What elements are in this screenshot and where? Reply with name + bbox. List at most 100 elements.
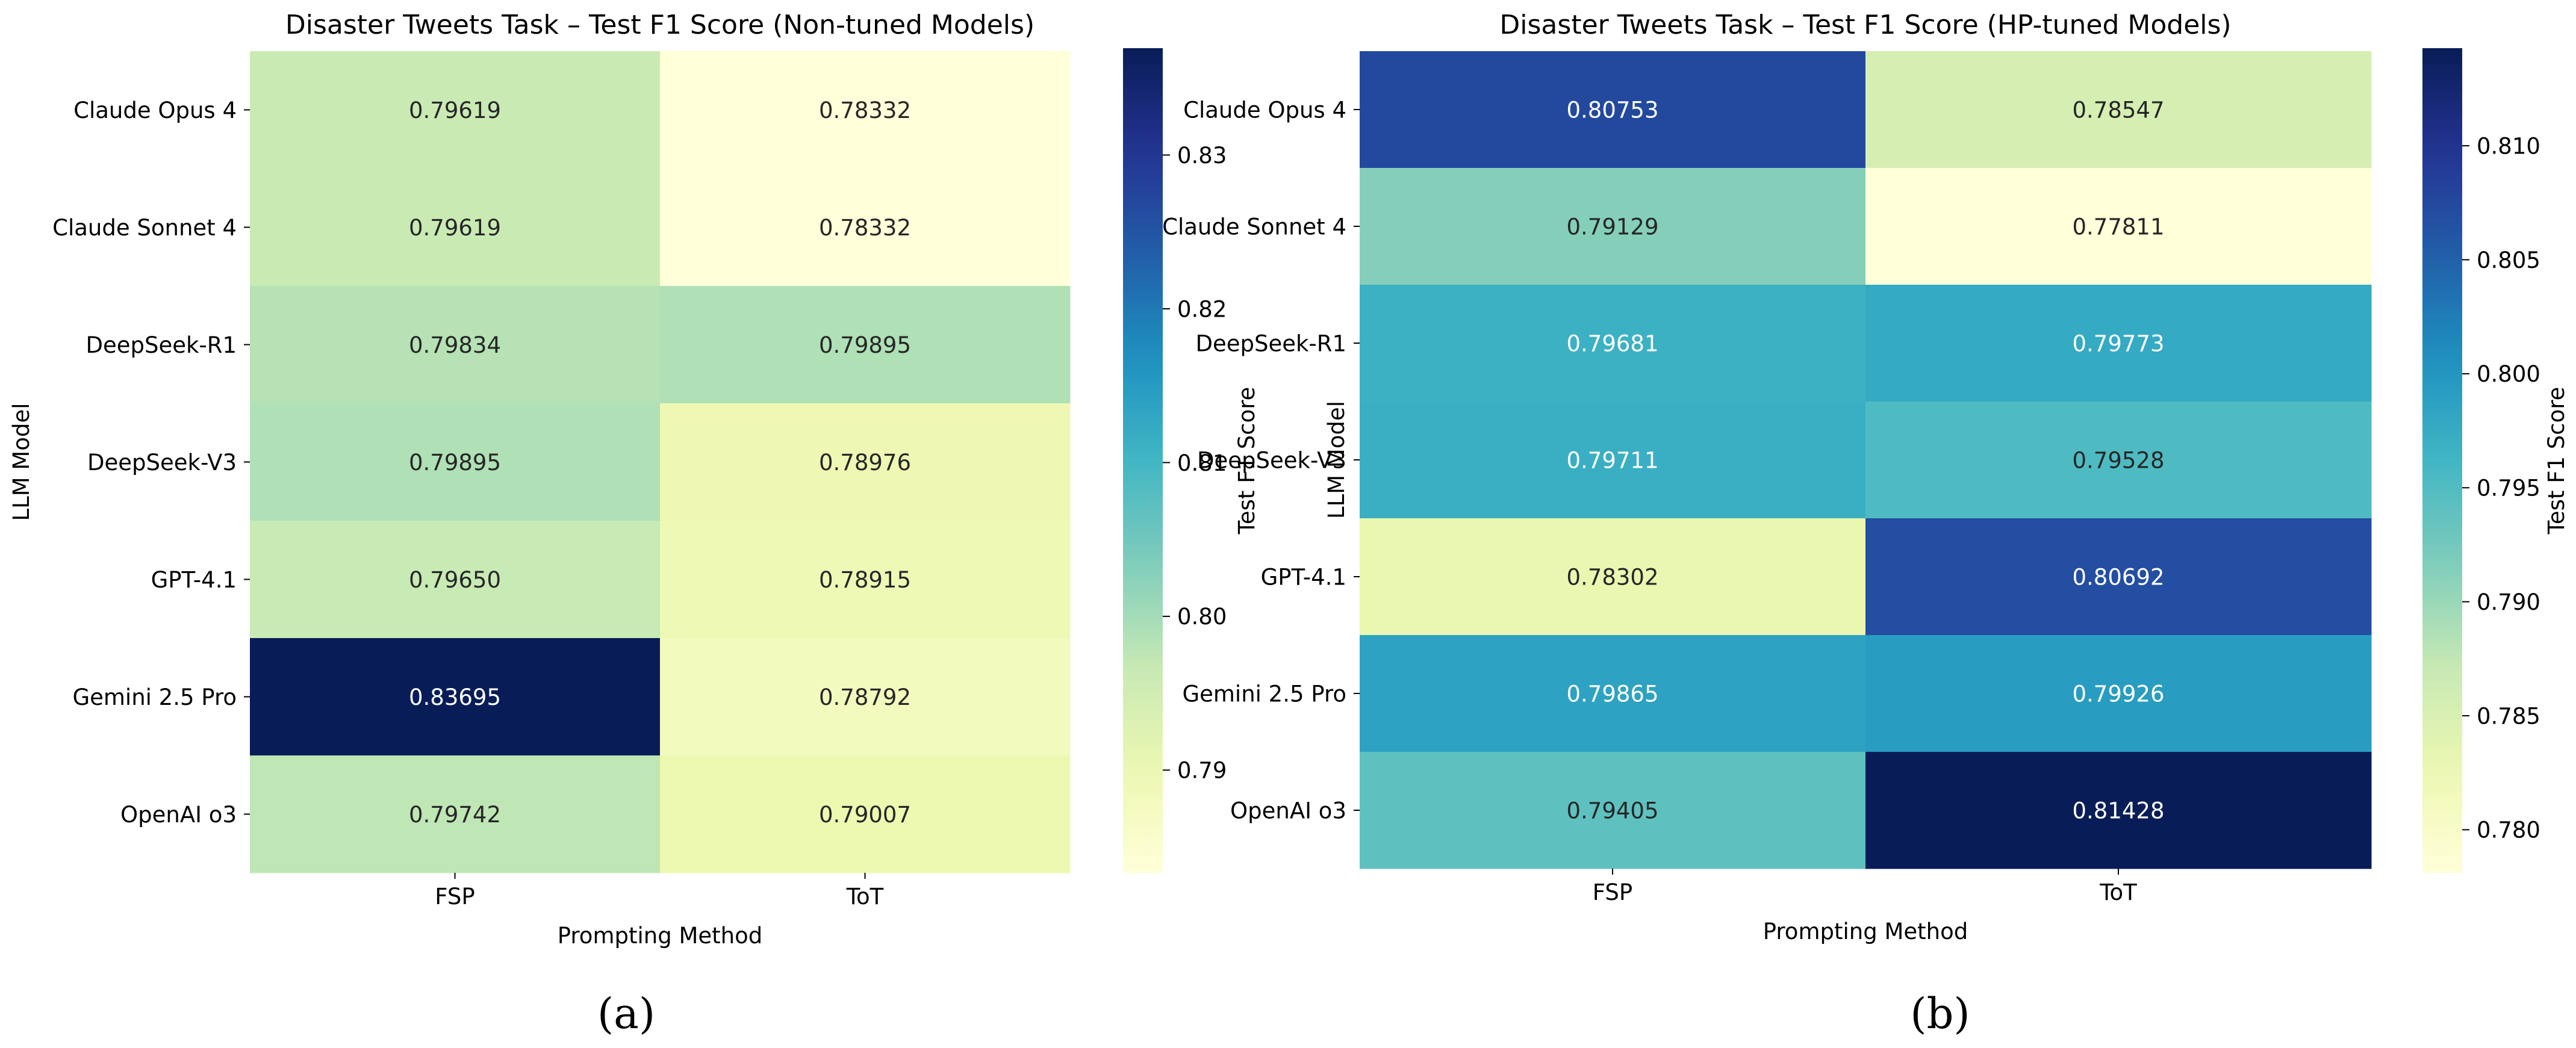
heatmap-cell	[660, 638, 1071, 756]
colorbar-tick-label: 0.810	[2477, 133, 2540, 159]
colorbar-tick-label: 0.795	[2477, 476, 2540, 501]
heatmap-panel-a: 0.79619 0.78332 0.79619 0.78332 0.79834 0.798…	[8, 10, 1260, 1038]
y-tick-label: GPT-4.1	[151, 567, 237, 593]
heatmap-cell	[1360, 51, 1866, 169]
cell-value-label: 0.79619	[409, 98, 501, 123]
heatmap-cell	[1360, 518, 1866, 636]
y-tick-label: Claude Sonnet 4	[52, 215, 237, 241]
cell-value-label: 0.79619	[409, 215, 501, 241]
colorbar-tick-label: 0.82	[1177, 296, 1227, 322]
cell-value-label: 0.79865	[1566, 681, 1658, 707]
x-tick-label: FSP	[1593, 879, 1632, 905]
colorbar-tick-label: 0.83	[1177, 143, 1227, 169]
heatmap-cell	[660, 51, 1071, 169]
cell-value-label: 0.79926	[2072, 681, 2164, 707]
heatmap-cell	[1865, 752, 2372, 869]
cell-value-label: 0.77811	[2072, 214, 2164, 240]
y-tick-label: OpenAI o3	[1230, 798, 1346, 823]
colorbar-tick-label: 0.805	[2477, 247, 2540, 273]
cell-value-label: 0.79129	[1566, 214, 1658, 240]
y-tick-label: DeepSeek-R1	[1195, 330, 1346, 356]
heatmap-cell	[660, 169, 1071, 287]
heatmap-cell	[1865, 402, 2372, 519]
colorbar	[2422, 48, 2462, 873]
heatmap-cell	[1360, 168, 1866, 285]
x-axis-label: Prompting Method	[558, 923, 762, 949]
colorbar-tick-label: 0.785	[2477, 703, 2540, 729]
heatmap-cell	[250, 521, 661, 639]
cell-value-label: 0.78547	[2072, 97, 2164, 123]
cell-value-label: 0.83695	[409, 684, 501, 710]
heatmap-cell	[250, 403, 661, 521]
x-tick-label: FSP	[435, 884, 474, 910]
chart-title: Disaster Tweets Task – Test F1 Score (HP…	[1499, 10, 2231, 40]
heatmap-cell	[1360, 402, 1866, 519]
panel-caption: (a)	[597, 989, 655, 1038]
heatmap-cell	[1865, 518, 2372, 636]
cell-value-label: 0.78792	[819, 684, 911, 710]
y-tick-label: Claude Opus 4	[73, 98, 237, 123]
heatmap-cell	[1865, 51, 2372, 169]
heatmap-cell	[1865, 168, 2372, 285]
heatmap-cell	[250, 286, 661, 404]
y-tick-label: Claude Opus 4	[1183, 97, 1346, 123]
colorbar-tick-label: 0.790	[2477, 589, 2540, 615]
cell-value-label: 0.79773	[2072, 330, 2164, 356]
cell-value-label: 0.78915	[819, 567, 911, 593]
heatmap-panel-b: 0.80753 0.78547 0.79129 0.77811 0.79681 0.797…	[1162, 10, 2569, 1038]
y-tick-label: DeepSeek-R1	[86, 332, 237, 358]
cell-value-label: 0.81428	[2072, 798, 2164, 823]
colorbar-tick-label: 0.80	[1177, 604, 1227, 630]
x-tick-label: ToT	[846, 884, 884, 910]
heatmap-cell	[1865, 635, 2372, 752]
colorbar-label: Test F1 Score	[1234, 387, 1260, 535]
cell-value-label: 0.78302	[1566, 564, 1658, 590]
heatmap-cell	[1360, 285, 1866, 402]
colorbar-tick-label: 0.81	[1177, 450, 1227, 476]
cell-value-label: 0.78332	[819, 98, 911, 123]
y-tick-label: Claude Sonnet 4	[1162, 214, 1346, 240]
cell-value-label: 0.79895	[819, 332, 911, 358]
cell-value-label: 0.80753	[1566, 97, 1658, 123]
heatmap-cell	[1360, 635, 1866, 752]
y-tick-label: Gemini 2.5 Pro	[1182, 681, 1346, 707]
cell-value-label: 0.78332	[819, 215, 911, 241]
heatmap-cell	[1360, 752, 1866, 869]
heatmap-cell	[250, 638, 661, 756]
cell-value-label: 0.79681	[1566, 330, 1658, 356]
y-axis-label: LLM Model	[8, 403, 34, 521]
heatmap-cell	[250, 169, 661, 287]
x-axis-label: Prompting Method	[1763, 919, 1968, 944]
heatmap-cell	[660, 286, 1071, 404]
chart-title: Disaster Tweets Task – Test F1 Score (No…	[285, 10, 1034, 40]
cell-value-label: 0.79528	[2072, 447, 2164, 473]
cell-value-label: 0.78976	[819, 450, 911, 476]
heatmap-cell	[660, 755, 1071, 873]
heatmap-cell	[1865, 285, 2372, 402]
cell-value-label: 0.79834	[409, 332, 501, 358]
y-tick-label: DeepSeek-V3	[1197, 447, 1346, 473]
cell-value-label: 0.79711	[1566, 447, 1658, 473]
heatmap-cell	[660, 403, 1071, 521]
panel-caption: (b)	[1910, 989, 1970, 1038]
cell-value-label: 0.79895	[409, 450, 501, 476]
cell-value-label: 0.80692	[2072, 564, 2164, 590]
colorbar-label: Test F1 Score	[2543, 387, 2569, 535]
cell-value-label: 0.79405	[1566, 798, 1658, 823]
colorbar-tick-label: 0.79	[1177, 758, 1227, 784]
cell-value-label: 0.79742	[409, 802, 501, 828]
heatmap-cell	[250, 51, 661, 169]
heatmap-cell	[250, 755, 661, 873]
y-axis-label: LLM Model	[1324, 401, 1349, 519]
cell-value-label: 0.79650	[409, 567, 501, 593]
y-tick-label: Gemini 2.5 Pro	[72, 684, 237, 710]
heatmap-cell	[660, 521, 1071, 639]
colorbar-tick-label: 0.800	[2477, 361, 2540, 387]
y-tick-label: GPT-4.1	[1261, 564, 1346, 590]
cell-value-label: 0.79007	[819, 802, 911, 828]
colorbar-tick-label: 0.780	[2477, 817, 2540, 843]
y-tick-label: DeepSeek-V3	[87, 450, 237, 476]
colorbar	[1123, 48, 1163, 873]
x-tick-label: ToT	[2099, 879, 2137, 905]
